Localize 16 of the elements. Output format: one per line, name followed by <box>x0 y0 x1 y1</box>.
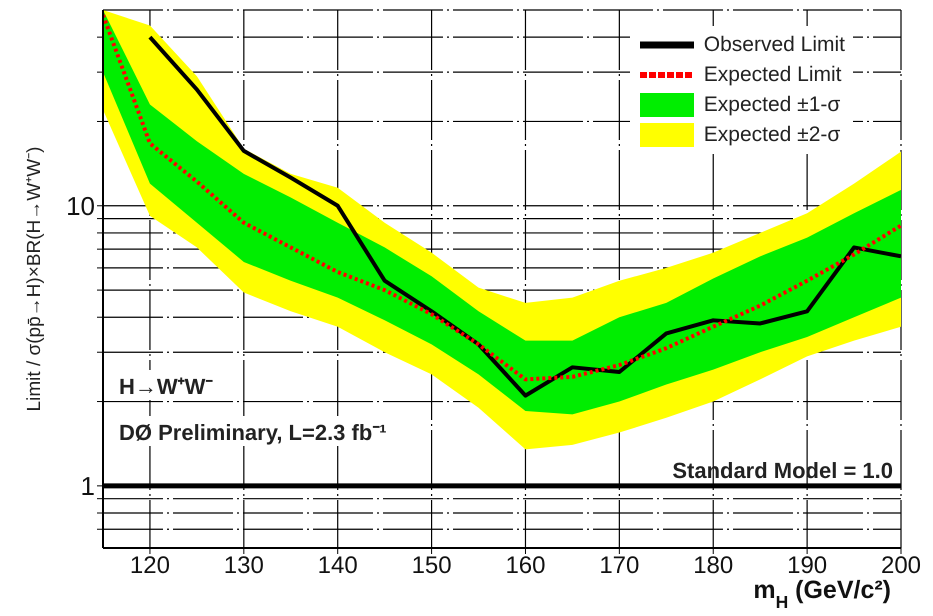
y-tick-label: 1 <box>80 471 95 502</box>
legend-label: Observed Limit <box>704 33 845 57</box>
x-tick-label: 170 <box>599 552 640 580</box>
legend-label: Expected ±2-σ <box>704 123 840 147</box>
y-tick-label: 10 <box>66 191 95 222</box>
legend-label: Expected ±1-σ <box>704 93 840 117</box>
annotation: H→W⁺W⁻ <box>115 370 216 400</box>
x-tick-label: 130 <box>224 552 264 580</box>
legend-label: Expected Limit <box>704 63 842 87</box>
x-tick-label: 180 <box>693 552 734 580</box>
x-tick-label: 160 <box>505 552 546 580</box>
x-tick-label: 150 <box>412 552 452 580</box>
x-tick-label: 140 <box>318 552 358 580</box>
annotation: DØ Preliminary, L=2.3 fb⁻¹ <box>115 416 391 446</box>
y-axis-title: Limit / σ(pp̄→H)×BR(H→W⁺W⁻) <box>24 146 45 412</box>
x-tick-label: 120 <box>130 552 170 580</box>
